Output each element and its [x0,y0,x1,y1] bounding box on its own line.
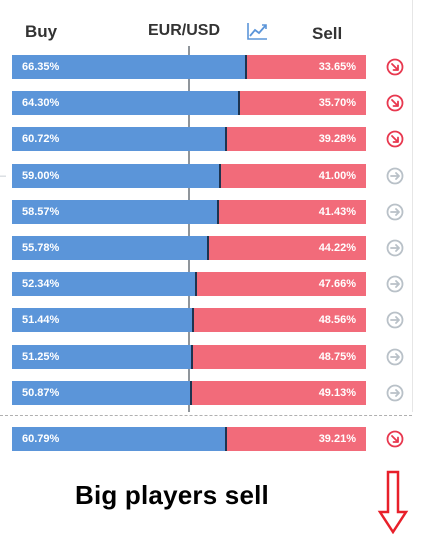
sell-percent: 48.56% [318,314,356,327]
sentiment-row: 50.87% 49.13% [12,380,366,405]
sell-percent: 44.22% [318,242,356,254]
arrow-right-icon[interactable] [386,167,404,185]
buy-bar: 60.72% [12,127,227,152]
arrow-right-icon[interactable] [386,384,404,402]
sentiment-row: 60.72% 39.28% [12,127,366,152]
buy-bar: 51.25% [12,344,194,369]
buy-percent: 64.30% [22,97,60,110]
arrow-down-right-icon[interactable] [386,58,404,76]
sell-bar: 41.00% [220,163,366,188]
sell-percent: 39.21% [318,433,356,445]
sell-percent: 48.75% [318,350,356,363]
trend-chart-icon[interactable] [246,21,268,41]
sell-bar: 48.75% [193,344,366,369]
sentiment-row: 66.35% 33.65% [12,55,366,79]
buy-bar: 50.87% [12,380,193,405]
big-down-arrow-icon [377,470,409,534]
sentiment-row: 59.00% 41.00% [12,163,366,188]
sell-bar: 33.65% [246,55,366,79]
sell-percent: 35.70% [318,97,356,110]
arrow-down-right-icon[interactable] [386,130,404,148]
sentiment-header: Buy EUR/USD Sell [0,0,426,50]
sentiment-row: 64.30% 35.70% [12,91,366,116]
sell-bar: 39.28% [226,127,366,152]
sentiment-row: 58.57% 41.43% [12,199,366,224]
arrow-right-icon[interactable] [386,348,404,366]
sell-bar: 47.66% [197,272,366,297]
clipped-side-mark: – [0,170,6,182]
caption-label: Big players sell [75,480,269,510]
sentiment-row: 52.34% 47.66% [12,272,366,297]
fifty-percent-marker [188,46,190,412]
sell-bar: 49.13% [192,380,366,405]
arrow-down-right-icon[interactable] [386,430,404,448]
sell-bar: 44.22% [209,236,366,260]
sell-percent: 49.13% [318,386,356,399]
buy-column-label: Buy [25,22,58,41]
arrow-right-icon[interactable] [386,203,404,221]
arrow-right-icon[interactable] [386,239,404,257]
sell-percent: 47.66% [318,278,356,291]
sell-bar: 39.21% [227,427,366,451]
buy-bar: 51.44% [12,308,195,333]
sentiment-row: 55.78% 44.22% [12,236,366,260]
buy-bar: 64.30% [12,91,240,116]
buy-percent: 55.78% [22,242,60,254]
sell-bar: 48.56% [194,308,366,333]
caption-text: Big players sell [0,480,426,511]
buy-percent: 66.35% [22,61,60,73]
buy-percent: 52.34% [22,278,60,291]
sell-percent: 33.65% [318,61,356,73]
sell-bar: 35.70% [239,91,366,116]
buy-bar: 52.34% [12,272,198,297]
right-divider [412,0,413,412]
arrow-right-icon[interactable] [386,275,404,293]
buy-percent: 59.00% [22,169,60,182]
buy-percent: 50.87% [22,386,60,399]
buy-percent: 51.25% [22,350,60,363]
sell-bar: 41.43% [219,199,366,224]
summary-separator [0,415,412,416]
buy-bar: 60.79% [12,427,228,451]
buy-percent: 58.57% [22,205,60,218]
sell-percent: 41.43% [318,205,356,218]
buy-bar: 58.57% [12,199,220,224]
buy-bar: 55.78% [12,236,210,260]
buy-bar: 66.35% [12,55,247,79]
buy-percent: 60.79% [22,433,60,445]
arrow-right-icon[interactable] [386,311,404,329]
sell-percent: 41.00% [318,169,356,182]
buy-bar: 59.00% [12,163,221,188]
buy-percent: 60.72% [22,133,60,146]
sentiment-row: 51.44% 48.56% [12,308,366,333]
sell-column-label: Sell [312,24,343,43]
sell-percent: 39.28% [318,133,356,146]
arrow-down-right-icon[interactable] [386,94,404,112]
buy-percent: 51.44% [22,314,60,327]
currency-pair-title: EUR/USD [148,22,221,39]
summary-row: 60.79% 39.21% [12,427,366,451]
sentiment-row: 51.25% 48.75% [12,344,366,369]
